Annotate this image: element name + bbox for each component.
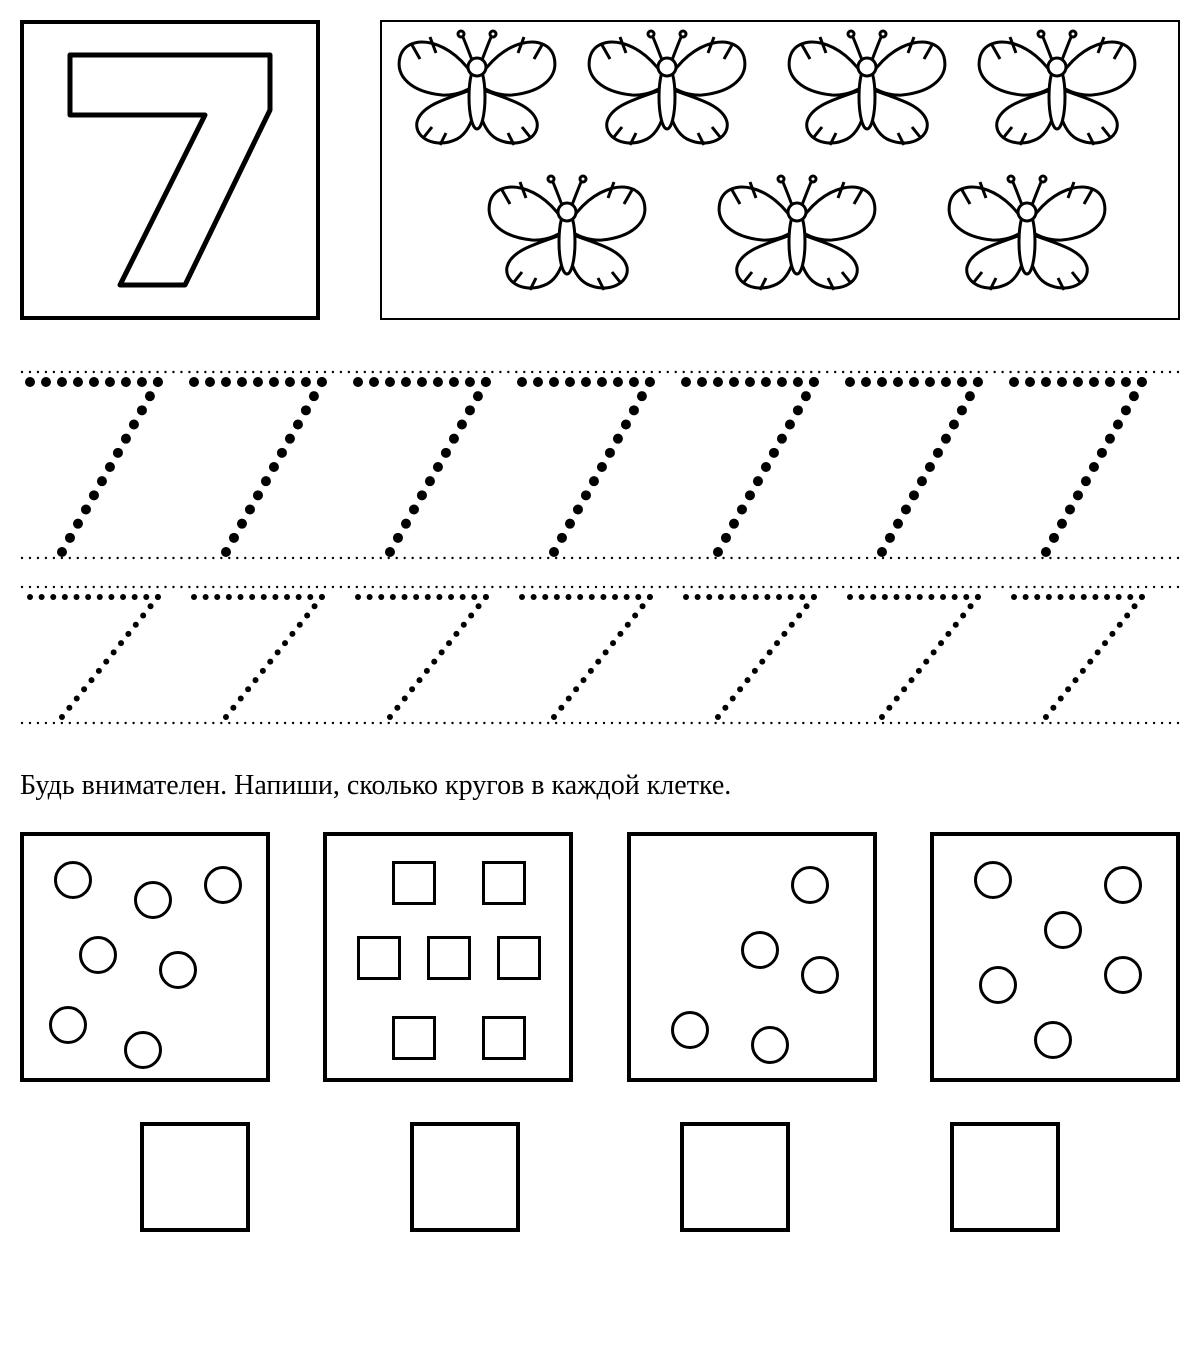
counting-box — [20, 832, 270, 1082]
number-seven-box — [20, 20, 320, 320]
circle-icon — [134, 881, 172, 919]
answer-input-box[interactable] — [410, 1122, 520, 1232]
circle-icon — [79, 936, 117, 974]
butterfly-icon — [712, 172, 882, 302]
answer-input-box[interactable] — [140, 1122, 250, 1232]
circle-icon — [751, 1026, 789, 1064]
circle-icon — [54, 861, 92, 899]
butterfly-icon — [942, 172, 1112, 302]
answer-boxes-row — [20, 1122, 1180, 1232]
instruction-text: Будь внимателен. Напиши, сколько кругов … — [20, 770, 1180, 802]
top-row — [20, 20, 1180, 320]
butterfly-icon — [392, 27, 562, 157]
tracing-section — [20, 360, 1180, 740]
counting-box — [323, 832, 573, 1082]
circle-icon — [1104, 956, 1142, 994]
answer-input-box[interactable] — [680, 1122, 790, 1232]
circle-icon — [974, 861, 1012, 899]
circle-icon — [671, 1011, 709, 1049]
digit-seven-outline — [40, 35, 300, 305]
square-icon — [427, 936, 471, 980]
tracing-row-large — [20, 360, 1180, 570]
butterfly-panel — [380, 20, 1180, 320]
square-icon — [392, 1016, 436, 1060]
square-icon — [482, 861, 526, 905]
circle-icon — [801, 956, 839, 994]
butterfly-icon — [582, 27, 752, 157]
counting-boxes-row — [20, 832, 1180, 1082]
circle-icon — [1034, 1021, 1072, 1059]
square-icon — [482, 1016, 526, 1060]
circle-icon — [124, 1031, 162, 1069]
circle-icon — [741, 931, 779, 969]
square-icon — [497, 936, 541, 980]
butterfly-icon — [782, 27, 952, 157]
counting-box — [930, 832, 1180, 1082]
circle-icon — [49, 1006, 87, 1044]
tracing-row-small — [20, 575, 1180, 735]
circle-icon — [204, 866, 242, 904]
square-icon — [392, 861, 436, 905]
counting-box — [627, 832, 877, 1082]
circle-icon — [1044, 911, 1082, 949]
butterfly-icon — [482, 172, 652, 302]
circle-icon — [159, 951, 197, 989]
answer-input-box[interactable] — [950, 1122, 1060, 1232]
square-icon — [357, 936, 401, 980]
circle-icon — [791, 866, 829, 904]
butterfly-icon — [972, 27, 1142, 157]
circle-icon — [1104, 866, 1142, 904]
circle-icon — [979, 966, 1017, 1004]
